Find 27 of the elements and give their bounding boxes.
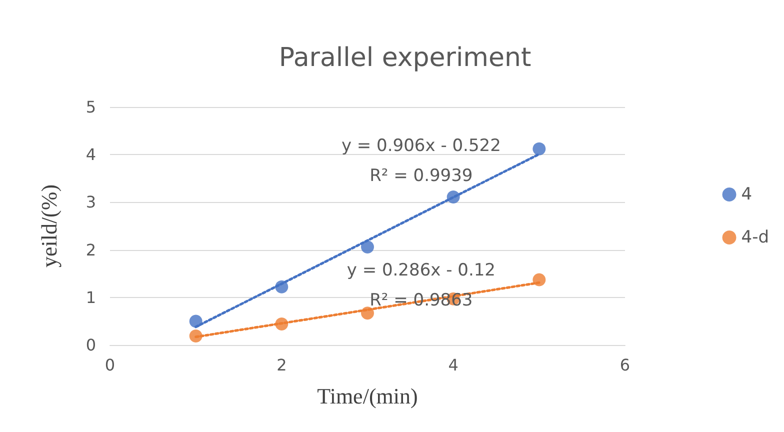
point (446, 190, 460, 204)
point (275, 318, 288, 331)
y-tick-label: 1 (86, 288, 96, 307)
legend-label: 4-d (741, 228, 770, 248)
y-tick-label: 5 (86, 98, 96, 116)
point (189, 314, 202, 328)
point (532, 142, 546, 156)
legend-label: 4 (741, 184, 752, 204)
x-tick-label: 0 (104, 356, 116, 374)
y-tick-label: 4 (86, 145, 96, 164)
x-tick-label: 6 (620, 356, 630, 374)
x-tick-label: 4 (448, 356, 458, 374)
point (275, 280, 288, 294)
y-tick-label: 0 (86, 336, 96, 354)
annotation: y = 0.906x - 0.522 (341, 136, 501, 156)
x-tick-label: 2 (276, 356, 287, 374)
chart-title: Parallel experiment (278, 43, 532, 73)
y-tick-label: 3 (86, 192, 96, 212)
annotation: y = 0.286x - 0.12 (346, 260, 496, 281)
annotation: R² = 0.9939 (370, 166, 473, 186)
point (532, 273, 546, 286)
y-axis-title: yeild/(%) (36, 184, 62, 268)
point (189, 329, 202, 342)
point (361, 240, 374, 254)
y-tick-label: 2 (86, 240, 96, 260)
x-axis-title: Time/(min) (317, 384, 418, 408)
point (361, 306, 374, 320)
